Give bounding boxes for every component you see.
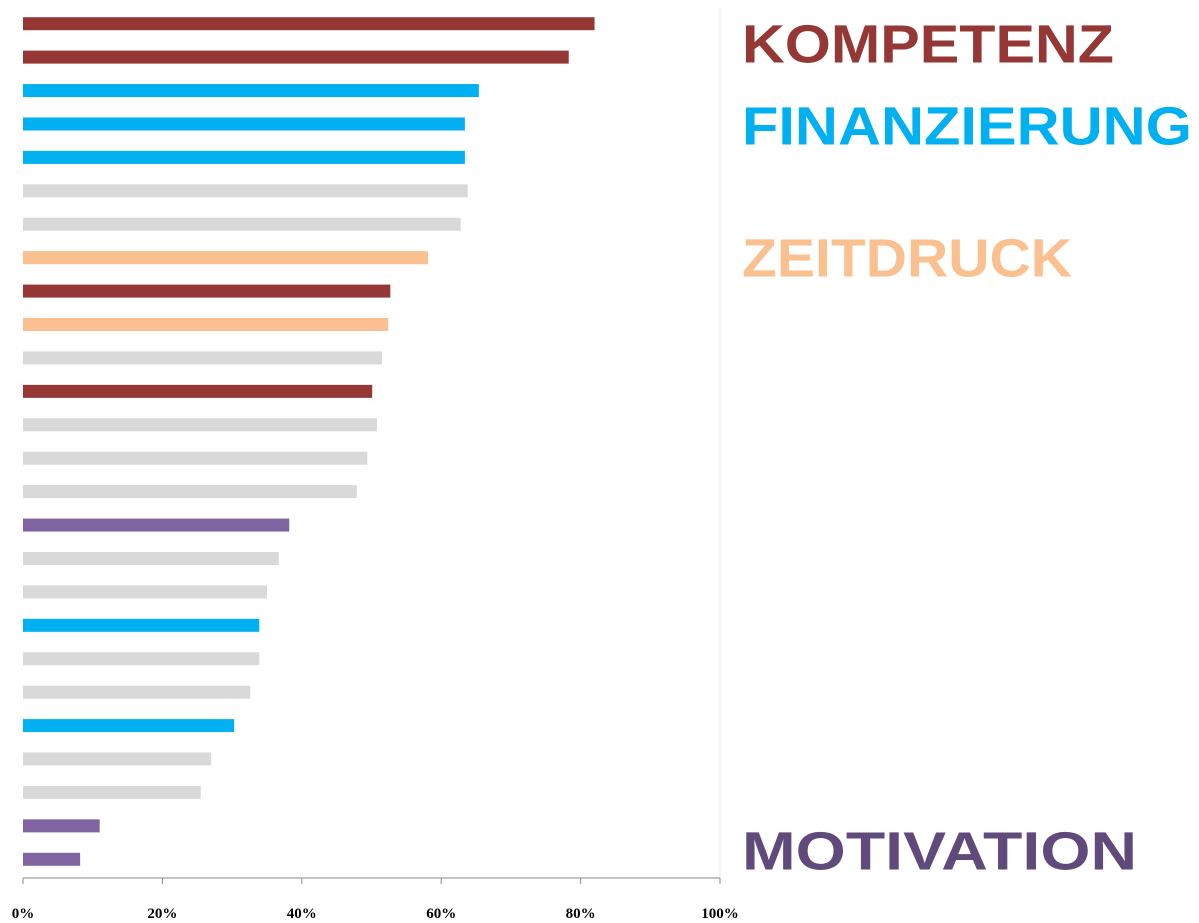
bar xyxy=(23,852,81,866)
annotation: FINANZIERUNG xyxy=(742,96,1192,156)
bar xyxy=(23,184,468,198)
bar xyxy=(23,685,251,699)
bar xyxy=(23,251,428,265)
bar xyxy=(23,84,479,98)
x-tick-label: 20% xyxy=(147,906,177,922)
annotation: MOTIVATION xyxy=(742,821,1137,881)
bar xyxy=(23,150,465,164)
bar xyxy=(23,819,100,833)
x-tick-label: 100% xyxy=(701,906,739,922)
bar xyxy=(23,752,212,766)
bar xyxy=(23,785,201,799)
bar xyxy=(23,284,391,298)
bar xyxy=(23,551,279,565)
annotation: KOMPETENZ xyxy=(742,14,1114,74)
bar xyxy=(23,652,260,666)
bar xyxy=(23,17,595,31)
bar xyxy=(23,719,235,733)
bar xyxy=(23,451,368,465)
bar xyxy=(23,351,382,365)
bar xyxy=(23,485,357,499)
bar xyxy=(23,117,465,131)
x-tick-label: 40% xyxy=(287,906,317,922)
bar xyxy=(23,50,569,64)
x-tick-label: 80% xyxy=(566,906,596,922)
bar xyxy=(23,618,260,632)
bar xyxy=(23,217,461,231)
bar xyxy=(23,518,290,532)
x-tick-label: 0% xyxy=(12,906,35,922)
bar xyxy=(23,384,373,398)
bar xyxy=(23,318,389,332)
x-tick-label: 60% xyxy=(426,906,456,922)
bar xyxy=(23,585,267,599)
annotation: ZEITDRUCK xyxy=(742,228,1072,288)
bar xyxy=(23,418,378,432)
